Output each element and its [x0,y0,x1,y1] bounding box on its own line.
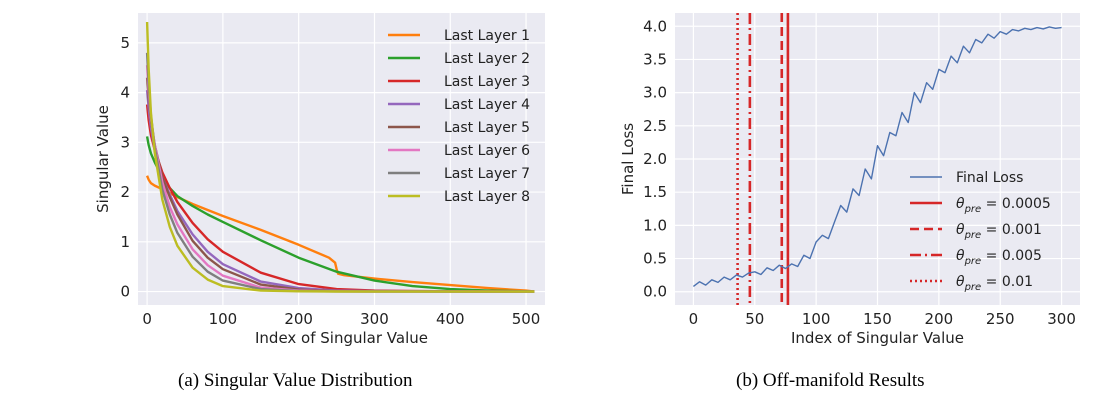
chart-0-series-line-2 [145,136,535,293]
chart-1-x-tick-label: 300 [1047,310,1076,328]
chart-0-x-tick-label: 300 [360,310,389,328]
chart-0-y-tick-label: 1 [120,233,130,251]
legend-symbol: θ [956,274,965,290]
chart-1-y-tick-label: 0.0 [643,283,667,301]
legend-value: = 0.01 [981,274,1033,290]
chart-1-y-tick-label: 2.0 [643,150,667,168]
chart-off-manifold-results: 0 50 100 150 200 250 300 0.0 0.5 1.0 1.5 2.0 2.5 3.0 3… [619,13,1080,347]
legend-label: Final Loss [956,170,1023,186]
legend-subscript: pre [964,256,982,267]
legend-symbol: θ [956,248,965,264]
chart-1-y-tick-label: 2.5 [643,117,667,135]
chart-0-x-tick-label: 400 [436,310,465,328]
chart-1-x-axis-label: Index of Singular Value [791,329,964,347]
chart-0-legend: Last Layer 1 Last Layer 2 Last Layer 3 Last… [388,28,530,205]
chart-0-y-tick-label: 5 [120,34,130,52]
chart-0-series-line-8 [145,21,535,293]
chart-1-y-tick-label: 4.0 [643,17,667,35]
chart-0-y-tick-label: 2 [120,183,130,201]
legend-label: Last Layer 1 [444,28,530,44]
legend-value: = 0.0005 [981,196,1051,212]
chart-1-series-line-1 [692,26,1062,287]
legend-symbol: θ [956,222,965,238]
legend-label: Last Layer 5 [444,120,530,136]
legend-label: Last Layer 8 [444,189,530,205]
legend-value: = 0.001 [981,222,1042,238]
chart-0-y-axis-label: Singular Value [94,105,112,213]
chart-1-x-tick-label: 200 [925,310,954,328]
legend-label: Last Layer 6 [444,143,530,159]
chart-1-y-tick-label: 0.5 [643,250,667,268]
chart-1-y-tick-label: 3.0 [643,84,667,102]
legend-label: Last Layer 4 [444,97,530,113]
chart-0-x-tick-label: 500 [512,310,541,328]
chart-1-x-tick-label: 50 [745,310,764,328]
chart-0-x-tick-label: 100 [209,310,238,328]
chart-0-x-tick-label: 0 [142,310,152,328]
legend-subscript: pre [964,204,982,215]
chart-singular-value-distribution: 0 100 200 300 400 500 0 1 2 3 4 5 Index of Singular … [94,13,545,347]
chart-1-x-tick-label: 0 [689,310,699,328]
legend-value: = 0.005 [981,248,1042,264]
chart-1-x-tick-label: 250 [986,310,1015,328]
chart-0-x-tick-label: 200 [284,310,313,328]
legend-label: θpre = 0.005 [956,248,1042,267]
chart-1-x-tick-label: 100 [802,310,831,328]
caption-a: (a) Singular Value Distribution [178,370,413,391]
caption-b: (b) Off-manifold Results [736,370,925,391]
legend-label: θpre = 0.0005 [956,196,1051,215]
chart-0-x-axis-label: Index of Singular Value [255,329,428,347]
chart-1-y-tick-label: 1.5 [643,183,667,201]
legend-subscript: pre [964,282,982,293]
chart-1-y-tick-label: 3.5 [643,50,667,68]
legend-label: Last Layer 3 [444,74,530,90]
chart-0-y-tick-label: 3 [120,133,130,151]
chart-1-y-axis-label: Final Loss [619,123,637,195]
legend-symbol: θ [956,196,965,212]
chart-0-y-tick-label: 0 [120,283,130,301]
chart-0-y-tick-label: 4 [120,84,130,102]
legend-label: θpre = 0.01 [956,274,1033,293]
legend-subscript: pre [964,230,982,241]
legend-label: θpre = 0.001 [956,222,1042,241]
chart-1-y-tick-label: 1.0 [643,216,667,234]
chart-1-x-tick-label: 150 [863,310,892,328]
legend-label: Last Layer 7 [444,166,530,182]
legend-label: Last Layer 2 [444,51,530,67]
chart-0-series-line-1 [145,175,535,293]
